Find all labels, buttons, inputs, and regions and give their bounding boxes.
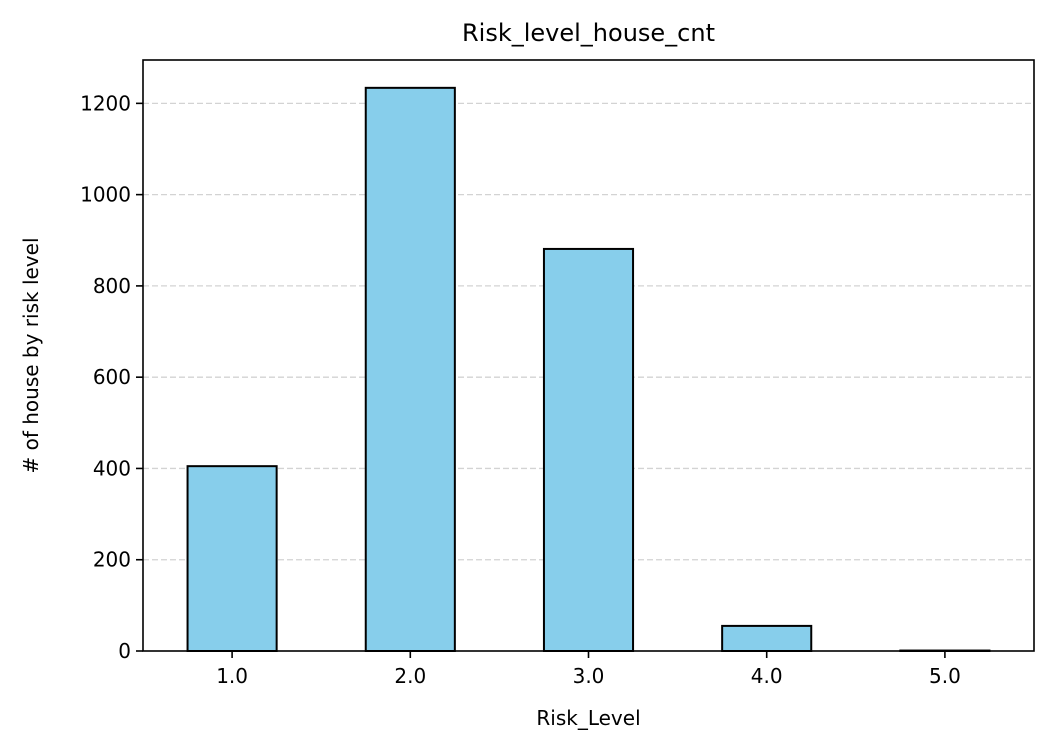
y-axis-label: # of house by risk level bbox=[19, 237, 43, 473]
x-axis-label: Risk_Level bbox=[536, 706, 640, 730]
y-tick-label: 600 bbox=[93, 365, 131, 389]
x-tick-label: 5.0 bbox=[929, 664, 961, 688]
x-axis-ticks: 1.0 2.0 3.0 4.0 5.0 bbox=[216, 651, 961, 688]
y-axis-ticks: 0 200 400 600 800 1000 1200 bbox=[80, 91, 143, 663]
bar-1.0 bbox=[188, 466, 277, 651]
bars bbox=[188, 88, 990, 651]
y-tick-label: 1200 bbox=[80, 91, 131, 115]
x-tick-label: 1.0 bbox=[216, 664, 248, 688]
bar-2.0 bbox=[366, 88, 455, 651]
y-tick-label: 200 bbox=[93, 548, 131, 572]
y-tick-label: 0 bbox=[118, 639, 131, 663]
y-tick-label: 800 bbox=[93, 274, 131, 298]
bar-3.0 bbox=[544, 249, 633, 651]
x-tick-label: 2.0 bbox=[394, 664, 426, 688]
y-tick-label: 1000 bbox=[80, 183, 131, 207]
bar-4.0 bbox=[722, 626, 811, 651]
y-tick-label: 400 bbox=[93, 456, 131, 480]
x-tick-label: 4.0 bbox=[751, 664, 783, 688]
chart-title: Risk_level_house_cnt bbox=[462, 19, 715, 47]
x-tick-label: 3.0 bbox=[573, 664, 605, 688]
